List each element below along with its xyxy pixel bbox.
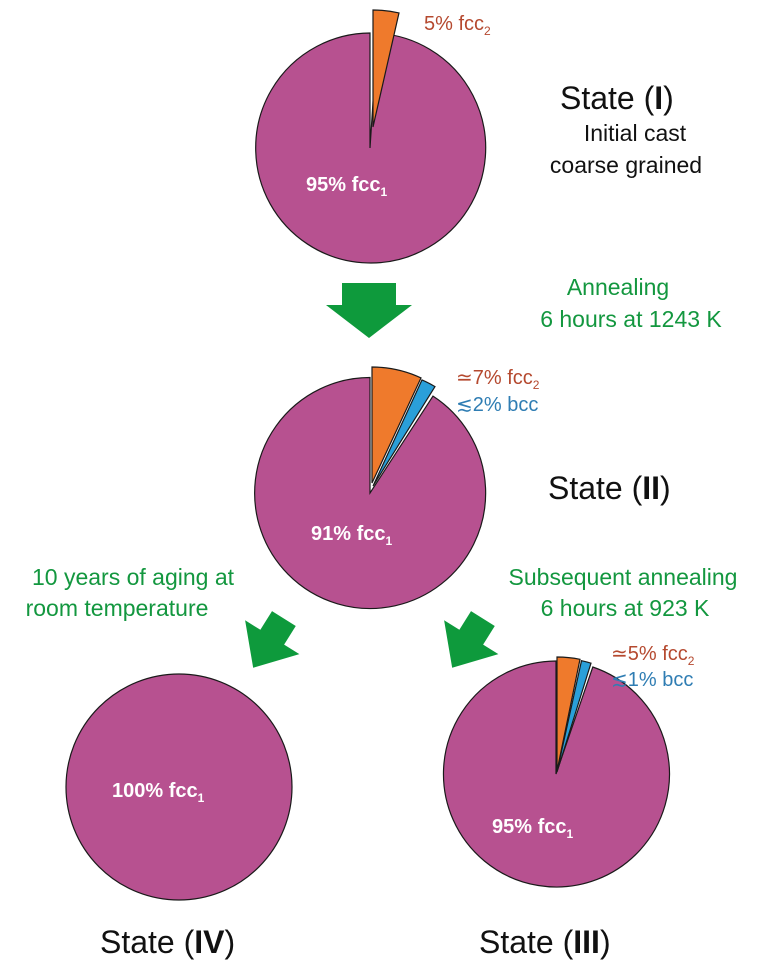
state-1-inside-label: 95% fcc1 [306, 174, 388, 199]
state-3-pie [442, 656, 671, 888]
state-1-pie [255, 9, 487, 264]
state-1-group: 95% fcc1 5% fcc2 State (I) Initial cast … [255, 9, 702, 264]
state-1-title: State (I) [560, 80, 674, 116]
state-4-fcc1-slice [65, 673, 293, 901]
annealing-1-line-2: 6 hours at 1243 K [540, 306, 722, 332]
state-2-bcc-slice [372, 379, 436, 487]
state-3-title: State (III) [479, 924, 611, 960]
state-2-fcc1-slice [254, 376, 487, 610]
state-1-fcc1-slice [255, 32, 487, 264]
state-1-fcc2-label: 5% fcc2 [424, 13, 491, 38]
state-3-fcc1-slice [442, 660, 671, 888]
state-1-description-line-1: Initial cast [584, 120, 687, 146]
annealing-2-line-1: Subsequent annealing [509, 564, 738, 590]
state-3-inside-label: 95% fcc1 [492, 816, 574, 841]
state-3-bcc-label: ≲1% bcc [611, 669, 693, 691]
aging-line-2: room temperature [26, 595, 209, 621]
state-1-fcc2-slice [372, 9, 400, 128]
aging-line-1: 10 years of aging at [32, 564, 235, 590]
state-2-group: 91% fcc1 ≃7% fcc2 ≲2% bcc State (II) [254, 366, 671, 610]
state-2-bcc-label: ≲2% bcc [456, 394, 538, 416]
state-2-fcc2-slice [371, 366, 422, 484]
state-1-description-line-2: coarse grained [550, 152, 702, 178]
state-3-fcc2-slice [556, 656, 581, 772]
down-left-arrow-icon [444, 611, 499, 668]
state-4-group: 100% fcc1 State (IV) [65, 673, 293, 960]
annealing-2-line-2: 6 hours at 923 K [541, 595, 710, 621]
state-3-fcc2-label: ≃5% fcc2 [611, 643, 695, 668]
state-2-pie [254, 366, 487, 610]
state-4-inside-label: 100% fcc1 [112, 780, 205, 805]
down-left-arrow-icon [245, 611, 300, 668]
state-3-bcc-slice [556, 659, 592, 773]
state-3-group: 95% fcc1 ≃5% fcc2 ≲1% bcc State (III) [442, 643, 695, 960]
annealing-1-line-1: Annealing [567, 274, 669, 300]
state-2-fcc2-label: ≃7% fcc2 [456, 367, 540, 392]
state-2-inside-label: 91% fcc1 [311, 523, 393, 548]
state-2-title: State (II) [548, 470, 671, 506]
down-arrow-icon [326, 283, 412, 338]
state-4-title: State (IV) [100, 924, 235, 960]
